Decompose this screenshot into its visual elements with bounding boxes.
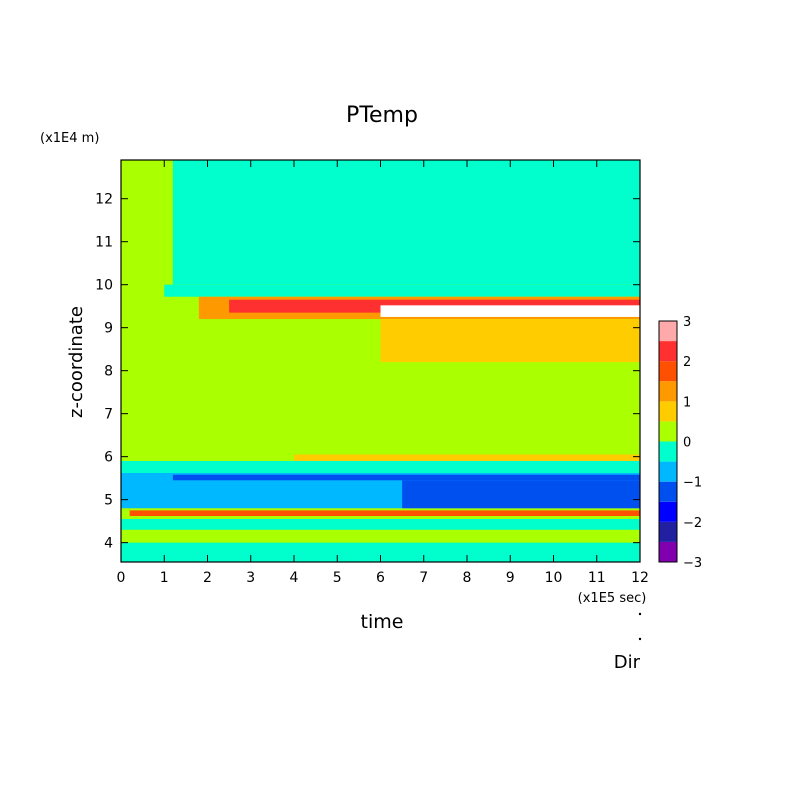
colorbar-frame xyxy=(658,320,678,563)
x-tick-label: 6 xyxy=(376,570,385,586)
colorbar-swatch xyxy=(659,541,677,562)
x-tick-label: 12 xyxy=(631,570,649,586)
colorbar: 3 2 1 0 −1 −2 −3 xyxy=(658,315,702,571)
colorbar-tick-label: −1 xyxy=(683,476,702,491)
colorbar-tick-label: 0 xyxy=(683,436,691,451)
colorbar-swatch xyxy=(659,481,677,502)
y-tick-label: 5 xyxy=(104,493,113,509)
x-tick-label: 4 xyxy=(290,570,299,586)
chart-title: PTemp xyxy=(346,103,418,128)
colorbar-swatch xyxy=(659,381,677,402)
y-tick-label: 6 xyxy=(104,450,113,466)
contour-band xyxy=(380,319,640,363)
x-tick-label: 8 xyxy=(463,570,472,586)
contour-band xyxy=(402,480,640,509)
x-axis-unit: (x1E5 sec) xyxy=(578,591,647,606)
colorbar-swatch xyxy=(659,461,677,482)
y-tick-label: 10 xyxy=(95,278,113,294)
colorbar-swatch xyxy=(659,441,677,462)
colorbar-swatch xyxy=(659,521,677,542)
dir-annotation: Dir xyxy=(614,652,641,673)
x-tick-label: 5 xyxy=(333,570,342,586)
colorbar-tick-label: −2 xyxy=(683,516,702,531)
x-tick-label: 2 xyxy=(203,570,212,586)
x-tick-label: 1 xyxy=(160,570,169,586)
colorbar-tick-label: 1 xyxy=(683,395,691,410)
colorbar-tick-label: 3 xyxy=(683,315,691,330)
contour-band xyxy=(172,160,640,285)
y-tick-label: 7 xyxy=(104,407,113,423)
y-axis-ticks: 4 5 6 7 8 9 10 11 12 xyxy=(95,192,640,552)
y-tick-label: 12 xyxy=(95,192,113,208)
x-tick-label: 3 xyxy=(246,570,255,586)
x-tick-label: 0 xyxy=(117,570,126,586)
contour-band xyxy=(121,460,640,474)
contour-band xyxy=(380,305,640,317)
contour-band xyxy=(129,510,640,516)
colorbar-swatch xyxy=(659,421,677,442)
y-tick-label: 9 xyxy=(104,321,113,337)
colorbar-swatch xyxy=(659,501,677,522)
colorbar-tick-label: 2 xyxy=(683,355,691,370)
y-tick-label: 4 xyxy=(104,536,113,552)
colorbar-swatch xyxy=(659,401,677,422)
y-axis-label: z-coordinate xyxy=(66,306,87,418)
x-tick-label: 9 xyxy=(506,570,515,586)
x-axis-ticks: 0 1 2 3 4 5 6 7 8 9 10 11 12 xyxy=(117,160,649,586)
colorbar-swatch xyxy=(659,361,677,382)
contour-band xyxy=(172,474,640,481)
x-axis-label: time xyxy=(361,611,404,633)
contour-band xyxy=(121,519,640,530)
dir-marker-dot xyxy=(638,612,642,616)
contour-band xyxy=(121,534,640,541)
colorbar-swatch xyxy=(659,341,677,362)
x-tick-label: 7 xyxy=(419,570,428,586)
plot-area xyxy=(120,159,641,563)
contour-band xyxy=(164,284,640,297)
x-tick-label: 10 xyxy=(545,570,563,586)
y-tick-label: 11 xyxy=(95,235,113,251)
colorbar-swatch xyxy=(659,321,677,342)
contour-band xyxy=(294,454,640,461)
y-axis-unit: (x1E4 m) xyxy=(40,131,99,146)
dir-marker-dot xyxy=(638,637,642,641)
colorbar-tick-label: −3 xyxy=(683,556,702,571)
y-tick-label: 8 xyxy=(104,364,113,380)
x-tick-label: 11 xyxy=(588,570,606,586)
